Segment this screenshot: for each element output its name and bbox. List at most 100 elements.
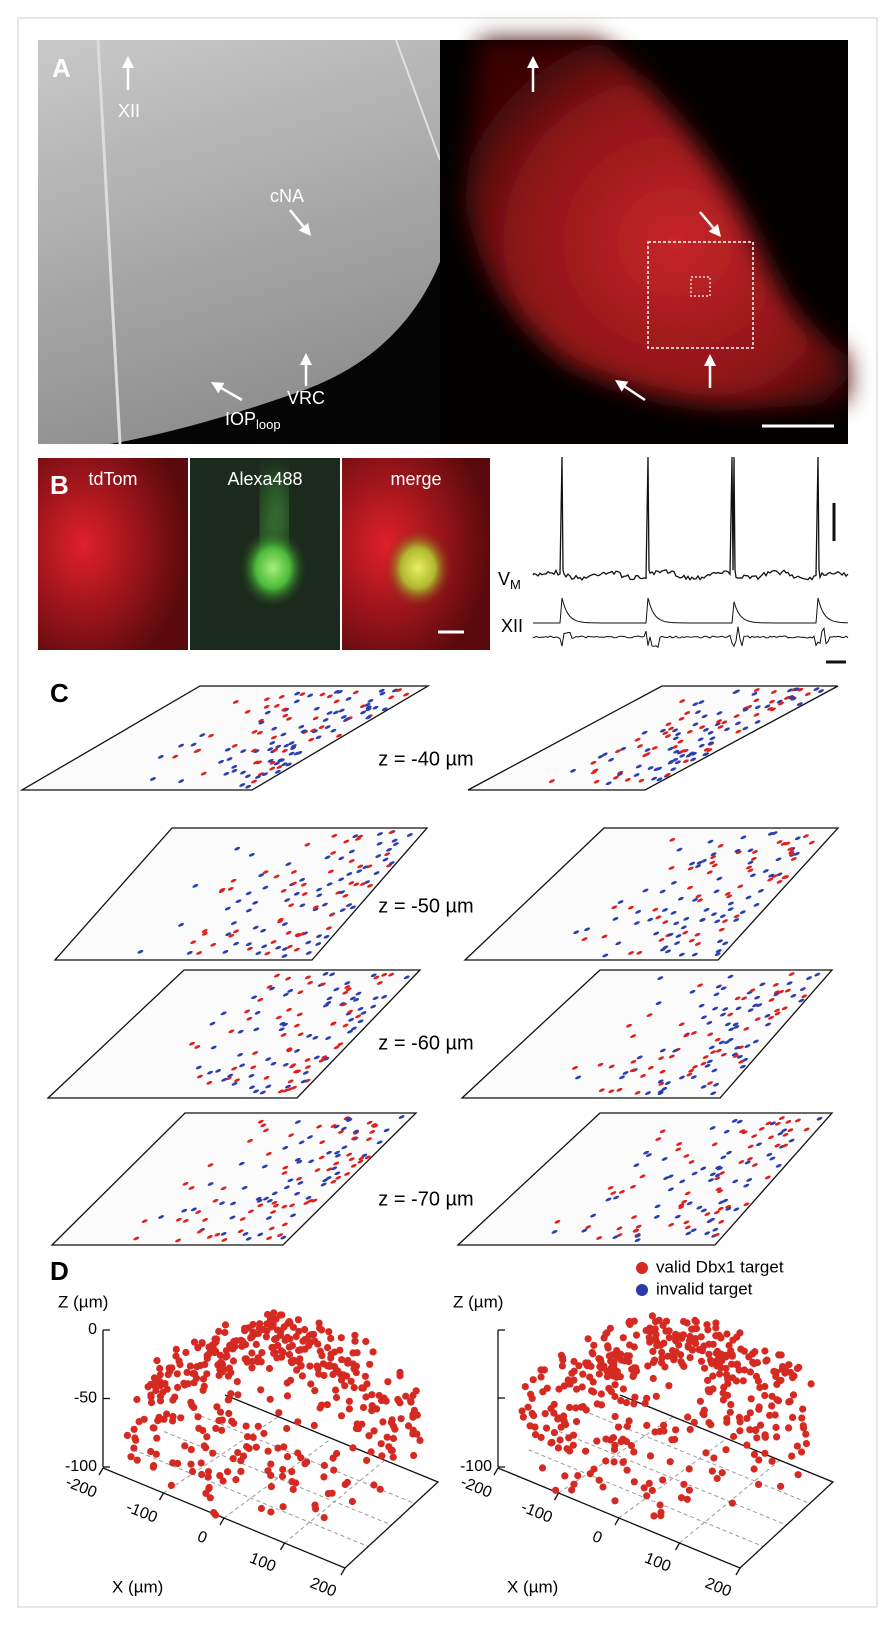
target-dot [288, 1468, 295, 1475]
target-dot [803, 1440, 810, 1447]
target-dot [249, 1321, 256, 1328]
target-dot [237, 1468, 244, 1475]
target-dot [761, 1392, 768, 1399]
target-dot [280, 1443, 287, 1450]
target-dot [660, 1340, 667, 1347]
target-dot [605, 1385, 612, 1392]
target-dot [289, 1342, 296, 1349]
target-dot [338, 1334, 345, 1341]
image-label: Alexa488 [227, 469, 302, 489]
target-dot [571, 1368, 578, 1375]
target-dot [631, 1318, 638, 1325]
target-dot [212, 1348, 219, 1355]
target-dot [603, 1368, 610, 1375]
target-dot [157, 1397, 164, 1404]
target-dot [243, 1423, 250, 1430]
target-dot [279, 1473, 286, 1480]
target-dot [187, 1461, 194, 1468]
target-dot [130, 1445, 137, 1452]
target-dot [570, 1377, 577, 1384]
target-dot [212, 1338, 219, 1345]
target-dot [416, 1437, 423, 1444]
target-dot [798, 1448, 805, 1455]
target-dot [321, 1462, 328, 1469]
target-dot [680, 1331, 687, 1338]
target-dot [258, 1505, 265, 1512]
annotation-sub: loop [256, 417, 281, 432]
target-dot [684, 1414, 691, 1421]
target-dot [365, 1432, 372, 1439]
axis-label: Z (µm) [453, 1292, 503, 1311]
target-dot [630, 1400, 637, 1407]
target-dot [602, 1457, 609, 1464]
target-dot [672, 1426, 679, 1433]
target-dot [680, 1481, 687, 1488]
target-dot [338, 1356, 345, 1363]
target-dot [181, 1442, 188, 1449]
target-dot [230, 1357, 237, 1364]
trace-label-main: V [498, 569, 510, 589]
target-dot [704, 1326, 711, 1333]
target-dot [169, 1459, 176, 1466]
target-dot [333, 1394, 340, 1401]
depth-label: z = -70 µm [378, 1188, 473, 1210]
target-dot [363, 1457, 370, 1464]
target-dot [164, 1386, 171, 1393]
target-dot [288, 1359, 295, 1366]
axis-label: Z (µm) [58, 1292, 108, 1311]
target-dot [538, 1373, 545, 1380]
z-tick-label: -100 [460, 1458, 492, 1475]
target-dot [785, 1361, 792, 1368]
panel-label: C [50, 678, 69, 708]
target-dot [726, 1342, 733, 1349]
target-dot [234, 1391, 241, 1398]
target-dot [761, 1450, 768, 1457]
target-dot [325, 1328, 332, 1335]
target-dot [773, 1433, 780, 1440]
target-dot [353, 1363, 360, 1370]
target-dot [222, 1321, 229, 1328]
target-dot [719, 1469, 726, 1476]
target-dot [740, 1377, 747, 1384]
target-dot [195, 1425, 202, 1432]
target-dot [722, 1352, 729, 1359]
target-dot [773, 1381, 780, 1388]
target-dot [348, 1378, 355, 1385]
target-dot [331, 1349, 338, 1356]
z-tick-label: -50 [74, 1390, 97, 1407]
target-dot [705, 1351, 712, 1358]
target-dot [349, 1444, 356, 1451]
target-dot [258, 1358, 265, 1365]
target-dot [624, 1467, 631, 1474]
target-dot [570, 1432, 577, 1439]
target-dot [590, 1342, 597, 1349]
target-dot [287, 1377, 294, 1384]
target-dot [307, 1380, 314, 1387]
target-dot [385, 1443, 392, 1450]
target-dot [808, 1380, 815, 1387]
target-dot [547, 1439, 554, 1446]
target-dot [147, 1448, 154, 1455]
target-dot [646, 1480, 653, 1487]
target-dot [369, 1402, 376, 1409]
target-dot [191, 1370, 198, 1377]
target-dot [153, 1435, 160, 1442]
target-dot [736, 1414, 743, 1421]
target-dot [223, 1347, 230, 1354]
target-dot [279, 1466, 286, 1473]
target-dot [564, 1445, 571, 1452]
target-dot [258, 1349, 265, 1356]
target-dot [646, 1339, 653, 1346]
target-dot [691, 1419, 698, 1426]
target-dot [566, 1404, 573, 1411]
target-dot [217, 1409, 224, 1416]
target-dot [316, 1320, 323, 1327]
target-dot [753, 1434, 760, 1441]
image-label: merge [390, 469, 441, 489]
target-dot [643, 1395, 650, 1402]
target-dot [368, 1448, 375, 1455]
target-dot [723, 1371, 730, 1378]
target-dot [133, 1396, 140, 1403]
target-dot [520, 1414, 527, 1421]
target-dot [220, 1477, 227, 1484]
